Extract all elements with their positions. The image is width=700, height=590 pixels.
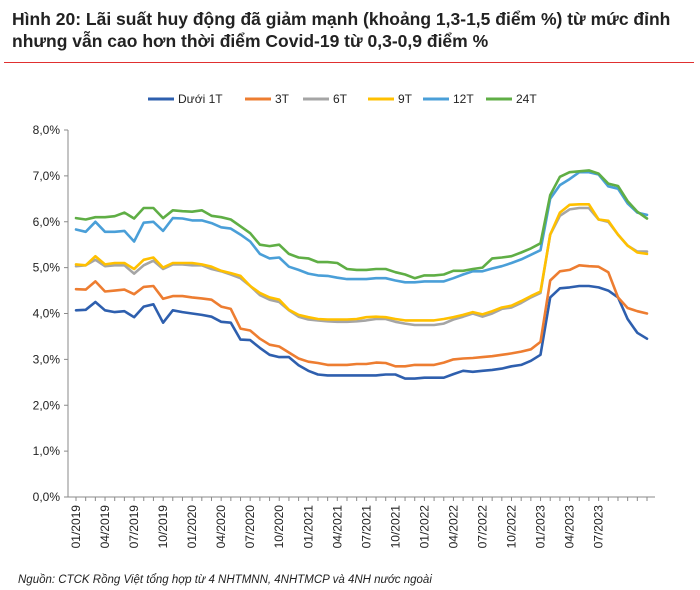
plot-area bbox=[74, 169, 649, 380]
x-axis: 01/2019 04/2019 07/2019 10/2019 01/2020 04/20… bbox=[68, 496, 655, 549]
x-tick-label: 01/2020 bbox=[185, 505, 199, 549]
y-tick-label: 6,0% bbox=[33, 215, 61, 229]
legend-label: 24T bbox=[516, 92, 537, 106]
x-tick-label: 10/2020 bbox=[272, 505, 286, 549]
x-tick-label: 04/2020 bbox=[214, 505, 228, 549]
line-chart: Dưới 1T 3T 6T 9T 12T 24T 0,0% 1,0% 2,0% 3,0% 4,0%… bbox=[33, 92, 655, 549]
x-tick-label: 07/2022 bbox=[475, 505, 489, 549]
y-tick-label: 8,0% bbox=[33, 123, 61, 137]
series-line bbox=[74, 264, 649, 368]
x-tick-label: 04/2021 bbox=[330, 505, 344, 549]
x-tick-label: 01/2019 bbox=[69, 505, 83, 549]
x-tick-label: 07/2020 bbox=[243, 505, 257, 549]
title-divider bbox=[4, 62, 694, 63]
y-tick-label: 7,0% bbox=[33, 169, 61, 183]
x-tick-label: 10/2021 bbox=[388, 505, 402, 549]
chart-legend: Dưới 1T 3T 6T 9T 12T 24T bbox=[148, 92, 537, 106]
series-line bbox=[74, 284, 649, 380]
y-tick-label: 2,0% bbox=[33, 398, 61, 412]
legend-label: 3T bbox=[275, 92, 290, 106]
y-tick-label: 5,0% bbox=[33, 261, 61, 275]
x-tick-label: 07/2019 bbox=[127, 505, 141, 549]
x-tick-label: 07/2023 bbox=[592, 505, 606, 549]
figure-title: Hình 20: Lãi suất huy động đã giảm mạnh … bbox=[12, 9, 671, 51]
legend-label: 6T bbox=[333, 92, 348, 106]
series-line bbox=[74, 203, 649, 322]
x-tick-label: 10/2019 bbox=[156, 505, 170, 549]
x-tick-label: 07/2021 bbox=[359, 505, 373, 549]
x-tick-label: 01/2022 bbox=[417, 505, 431, 549]
legend-label: 9T bbox=[398, 92, 413, 106]
x-tick-label: 01/2021 bbox=[301, 505, 315, 549]
x-tick-label: 04/2022 bbox=[446, 505, 460, 549]
y-tick-label: 1,0% bbox=[33, 444, 61, 458]
x-tick-label: 04/2023 bbox=[563, 505, 577, 549]
x-tick-label: 10/2022 bbox=[505, 505, 519, 549]
y-axis: 0,0% 1,0% 2,0% 3,0% 4,0% 5,0% 6,0% 7,0% 8,0% bbox=[33, 123, 69, 504]
source-note: Nguồn: CTCK Rồng Việt tổng hợp từ 4 NHTM… bbox=[18, 574, 432, 586]
y-tick-label: 4,0% bbox=[33, 307, 61, 321]
legend-label: 12T bbox=[453, 92, 474, 106]
series-line bbox=[74, 169, 649, 280]
y-tick-label: 0,0% bbox=[33, 490, 61, 504]
x-tick-label: 01/2023 bbox=[534, 505, 548, 549]
x-tick-label: 04/2019 bbox=[98, 505, 112, 549]
series-line bbox=[74, 170, 649, 284]
legend-label: Dưới 1T bbox=[178, 92, 223, 106]
y-tick-label: 3,0% bbox=[33, 352, 61, 366]
